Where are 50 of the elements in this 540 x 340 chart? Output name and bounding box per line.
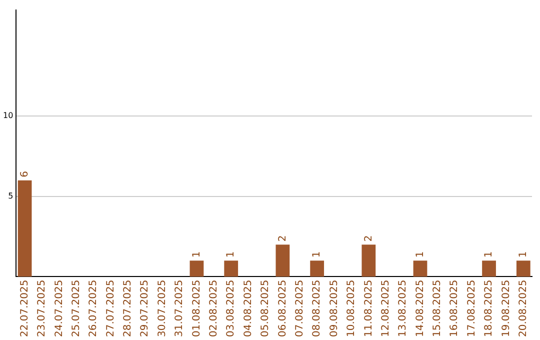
x-tick-label: 11.08.2025 — [363, 280, 374, 338]
y-tick-label: 5 — [8, 191, 14, 200]
data-label: 1 — [312, 251, 323, 258]
x-tick-label: 20.08.2025 — [518, 280, 529, 338]
x-tick-label: 14.08.2025 — [414, 280, 426, 338]
x-tick-label: 28.07.2025 — [122, 280, 134, 338]
x-tick-label: 10.08.2025 — [346, 280, 358, 338]
y-tick-label: 10 — [2, 111, 14, 120]
x-tick-label: 19.08.2025 — [500, 280, 512, 338]
data-label: 1 — [414, 251, 426, 258]
data-label: 1 — [191, 251, 202, 258]
data-label: 6 — [19, 170, 30, 178]
x-tick-label: 18.08.2025 — [484, 280, 495, 338]
x-tick-label: 16.08.2025 — [449, 280, 460, 338]
x-tick-label: 07.08.2025 — [294, 280, 306, 338]
x-tick-label: 15.08.2025 — [432, 280, 444, 338]
x-tick-label: 02.08.2025 — [208, 280, 220, 338]
bar — [310, 260, 324, 277]
x-tick-label: 23.07.2025 — [36, 280, 48, 338]
bar — [224, 260, 238, 277]
x-tick-label: 22.07.2025 — [19, 280, 30, 338]
data-label: 1 — [226, 251, 237, 258]
bar — [362, 244, 376, 277]
x-tick-label: 25.07.2025 — [70, 280, 82, 338]
bar — [516, 260, 530, 277]
bar — [482, 260, 496, 277]
data-label: 2 — [277, 235, 288, 242]
x-tick-label: 06.08.2025 — [277, 280, 288, 338]
x-tick-label: 13.08.2025 — [398, 280, 409, 338]
x-tick-label: 31.07.2025 — [174, 280, 186, 338]
x-tick-label: 09.08.2025 — [328, 280, 340, 338]
data-label: 1 — [518, 251, 529, 258]
x-tick-label: 30.07.2025 — [156, 280, 168, 338]
bar — [413, 260, 428, 277]
x-tick-label: 29.07.2025 — [140, 280, 151, 338]
x-tick-label: 12.08.2025 — [380, 280, 392, 338]
bar — [276, 244, 290, 277]
x-tick-label: 17.08.2025 — [466, 280, 478, 338]
x-tick-label: 24.07.2025 — [54, 280, 65, 338]
x-tick-label: 04.08.2025 — [242, 280, 254, 338]
x-tick-label: 03.08.2025 — [226, 280, 237, 338]
x-tick-label: 05.08.2025 — [260, 280, 272, 338]
data-label: 1 — [484, 251, 495, 258]
x-tick-label: 26.07.2025 — [88, 280, 100, 338]
x-tick-label: 27.07.2025 — [105, 280, 116, 338]
bar — [190, 260, 204, 277]
bar — [18, 180, 32, 277]
x-tick-label: 01.08.2025 — [191, 280, 202, 338]
data-label: 2 — [363, 235, 374, 242]
x-tick-label: 08.08.2025 — [312, 280, 323, 338]
